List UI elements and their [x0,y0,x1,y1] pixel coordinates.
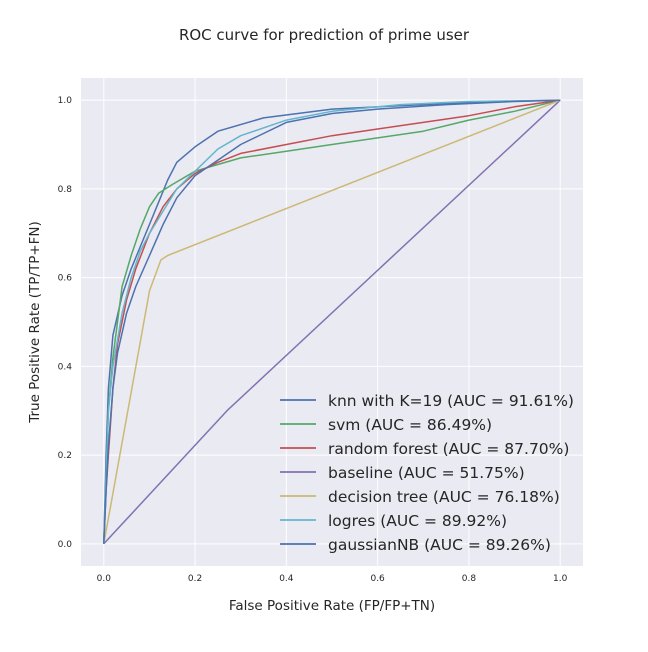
legend: knn with K=19 (AUC = 91.61%) svm (AUC = 8… [280,392,574,554]
series-lines [103,99,561,545]
legend-label: gaussianNB (AUC = 89.26%) [328,536,551,554]
grid [81,78,583,566]
legend-label: logres (AUC = 89.92%) [328,512,507,530]
series-line [103,99,561,544]
y-axis-label: True Positive Rate (TP/TP+FN) [27,221,43,424]
legend-label: baseline (AUC = 51.75%) [328,464,525,482]
x-axis-label: False Positive Rate (FP/FP+TN) [229,598,435,614]
y-tick-label: 0.6 [58,274,73,284]
plot-area [81,78,583,566]
x-tick-label: 0.8 [462,574,477,584]
legend-label: knn with K=19 (AUC = 91.61%) [328,392,574,410]
legend-label: random forest (AUC = 87.70%) [328,440,569,458]
series-line [103,99,561,544]
x-tick-label: 0.4 [279,574,294,584]
y-tick-label: 0.0 [58,540,73,550]
chart-title: ROC curve for prediction of prime user [178,26,470,44]
x-tick-label: 0.0 [97,574,112,584]
x-ticks: 0.0 0.2 0.4 0.6 0.8 1.0 [97,574,568,584]
y-tick-label: 0.4 [58,362,73,372]
legend-label: decision tree (AUC = 76.18%) [328,488,560,506]
y-tick-label: 1.0 [58,96,73,106]
legend-label: svm (AUC = 86.49%) [328,416,492,434]
series-line [103,99,561,544]
series-line [103,99,561,544]
x-tick-label: 0.2 [188,574,202,584]
x-tick-label: 0.6 [370,574,385,584]
series-line [103,99,561,545]
y-ticks: 0.0 0.2 0.4 0.6 0.8 1.0 [58,96,73,550]
y-tick-label: 0.8 [58,185,73,195]
x-tick-label: 1.0 [553,574,568,584]
y-tick-label: 0.2 [58,451,72,461]
